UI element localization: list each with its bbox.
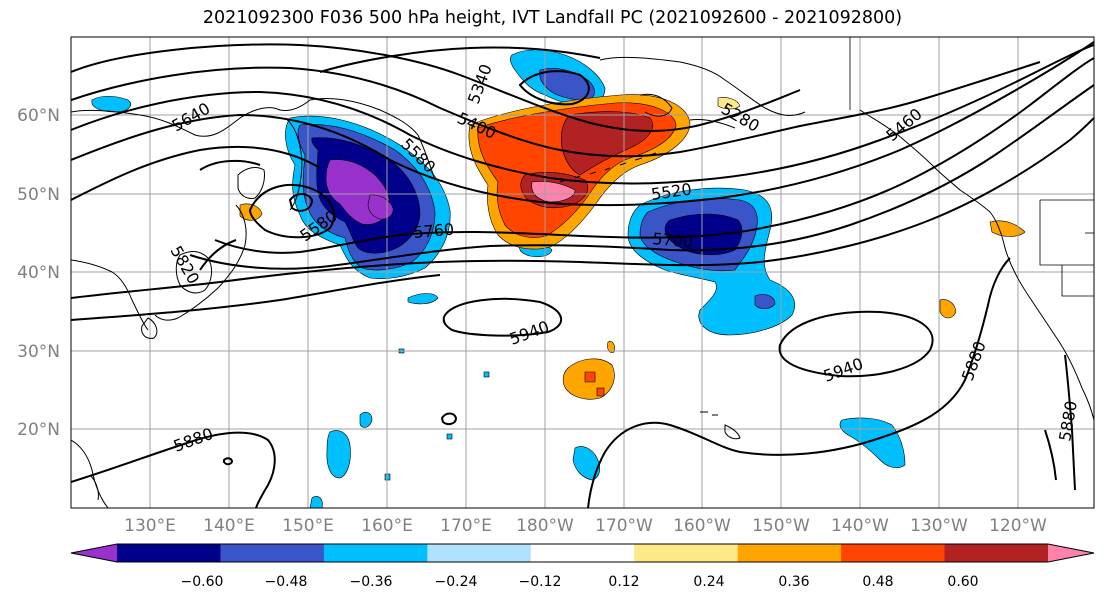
colorbar-tick-label: −0.36 <box>350 574 393 590</box>
colorbar-segment <box>323 544 428 562</box>
lon-label: 140°W <box>831 516 889 536</box>
colorbar-segment <box>737 544 842 562</box>
positive-ivt-anomaly <box>239 94 1026 400</box>
map-plot-area: 5640 5340 5400 5580 5280 5460 5520 5580 … <box>71 37 1094 508</box>
lat-label: 40°N <box>17 263 60 283</box>
contour-label: 5700 <box>652 229 694 251</box>
colorbar-extend-low <box>71 544 117 562</box>
lon-label: 170°W <box>595 516 653 536</box>
colorbar-segment <box>117 544 221 562</box>
colorbar-segment <box>220 544 325 562</box>
colorbar-tick-label: −0.24 <box>435 574 478 590</box>
colorbar-tick-label: 0.60 <box>947 574 978 590</box>
colorbar-tick-label: −0.12 <box>519 574 562 590</box>
lat-label: 50°N <box>17 185 60 205</box>
colorbar-tick-label: 0.24 <box>693 574 724 590</box>
lon-label: 160°W <box>673 516 731 536</box>
colorbar-tick-label: −0.60 <box>181 574 224 590</box>
colorbar-tick-label: 0.36 <box>778 574 809 590</box>
map-title: 2021092300 F036 500 hPa height, IVT Land… <box>202 8 903 28</box>
lon-label: 130°E <box>124 516 176 536</box>
colorbar-extend-high <box>1048 544 1094 562</box>
colorbar-segment <box>530 544 635 562</box>
lon-label: 170°E <box>440 516 492 536</box>
lon-label: 180°W <box>516 516 574 536</box>
colorbar-segment <box>427 544 532 562</box>
colorbar-tick-labels: −0.60 −0.48 −0.36 −0.24 −0.12 0.12 0.24 … <box>181 574 979 590</box>
colorbar-tick-label: −0.48 <box>265 574 308 590</box>
lon-label: 150°E <box>282 516 334 536</box>
coastlines <box>71 37 1094 508</box>
colorbar-segment <box>634 544 739 562</box>
lat-label: 20°N <box>17 420 60 440</box>
colorbar-segment <box>841 544 946 562</box>
colorbar <box>70 543 1095 563</box>
lon-label: 120°W <box>989 516 1047 536</box>
lon-label: 130°W <box>910 516 968 536</box>
map-frame <box>70 36 1095 509</box>
lat-label: 60°N <box>17 106 60 126</box>
colorbar-tick-label: 0.12 <box>608 574 639 590</box>
contour-label: 5760 <box>413 220 455 242</box>
longitude-labels: 130°E 140°E 150°E 160°E 170°E 180°W 170°… <box>124 516 1047 536</box>
lon-label: 150°W <box>752 516 810 536</box>
lat-label: 30°N <box>17 342 60 362</box>
height-contours <box>71 41 1094 508</box>
graticule <box>71 37 1094 508</box>
latitude-labels: 60°N 50°N 40°N 30°N 20°N <box>17 106 60 440</box>
colorbar-segment <box>944 544 1049 562</box>
lon-label: 160°E <box>361 516 413 536</box>
colorbar-outline <box>70 543 1095 563</box>
colorbar-tick-label: 0.48 <box>862 574 893 590</box>
lon-label: 140°E <box>203 516 255 536</box>
